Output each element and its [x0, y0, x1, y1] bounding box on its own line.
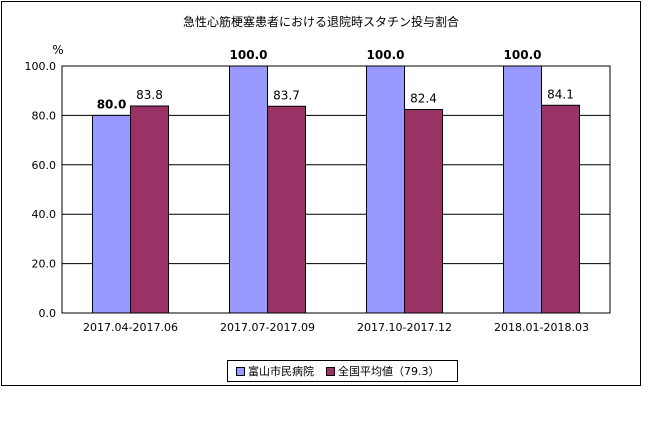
- bar-series-1-3: [503, 65, 542, 314]
- y-tick-label-1: 20.0: [32, 258, 57, 271]
- x-tick-label-1: 2017.07-2017.09: [220, 321, 315, 334]
- data-label-series-1-1: 100.0: [230, 48, 268, 62]
- y-tick-label-5: 100.0: [25, 60, 57, 73]
- bar-series-1-1: [229, 65, 268, 314]
- y-tick-label-3: 60.0: [32, 159, 57, 172]
- bars: [92, 65, 580, 314]
- legend-label-series-1: 富山市民病院: [248, 365, 314, 378]
- legend-swatch-series-2: [326, 366, 335, 376]
- chart-frame: 急性心筋梗塞患者における退院時スタチン投与割合 % 0.0 20.0 40.0 60.…: [1, 1, 641, 386]
- data-labels: 80.0 83.8 100.0 83.7 100.0 82.4 100.0 84.1: [97, 48, 574, 111]
- bar-series-2-0: [130, 105, 169, 314]
- data-label-series-2-2: 82.4: [410, 91, 437, 105]
- data-label-series-1-0: 80.0: [97, 97, 127, 111]
- legend-item-series-1: 富山市民病院: [236, 363, 314, 379]
- y-tick-label-2: 40.0: [32, 208, 57, 221]
- legend-swatch-series-1: [236, 366, 245, 376]
- bar-series-1-2: [366, 65, 405, 314]
- bar-series-2-3: [541, 104, 580, 314]
- y-tick-label-0: 0.0: [39, 307, 57, 320]
- plot-axes: [61, 65, 611, 314]
- data-label-series-2-0: 83.8: [136, 88, 163, 102]
- data-label-series-1-2: 100.0: [367, 48, 405, 62]
- legend: 富山市民病院 全国平均値（79.3）: [227, 360, 458, 382]
- data-label-series-2-1: 83.7: [273, 88, 300, 102]
- y-axis-tick-labels: 0.0 20.0 40.0 60.0 80.0 100.0: [25, 60, 57, 320]
- y-tick-label-4: 80.0: [32, 109, 57, 122]
- x-tick-label-0: 2017.04-2017.06: [83, 321, 178, 334]
- x-axis-tick-labels: 2017.04-2017.06 2017.07-2017.09 2017.10-20…: [83, 321, 589, 334]
- legend-item-series-2: 全国平均値（79.3）: [326, 363, 440, 379]
- plot-area-border: [61, 65, 611, 314]
- bar-series-2-1: [267, 105, 306, 314]
- legend-label-series-2: 全国平均値（79.3）: [338, 365, 440, 378]
- bar-series-2-2: [404, 108, 443, 314]
- data-label-series-2-3: 84.1: [547, 87, 574, 101]
- data-label-series-1-3: 100.0: [504, 48, 542, 62]
- chart-title: 急性心筋梗塞患者における退院時スタチン投与割合: [183, 14, 459, 29]
- bar-series-1-0: [92, 114, 131, 314]
- x-tick-label-2: 2017.10-2017.12: [357, 321, 452, 334]
- y-axis-unit-label: %: [52, 43, 63, 57]
- chart-canvas: 急性心筋梗塞患者における退院時スタチン投与割合 % 0.0 20.0 40.0 60.…: [25, 14, 611, 334]
- x-tick-label-3: 2018.01-2018.03: [494, 321, 589, 334]
